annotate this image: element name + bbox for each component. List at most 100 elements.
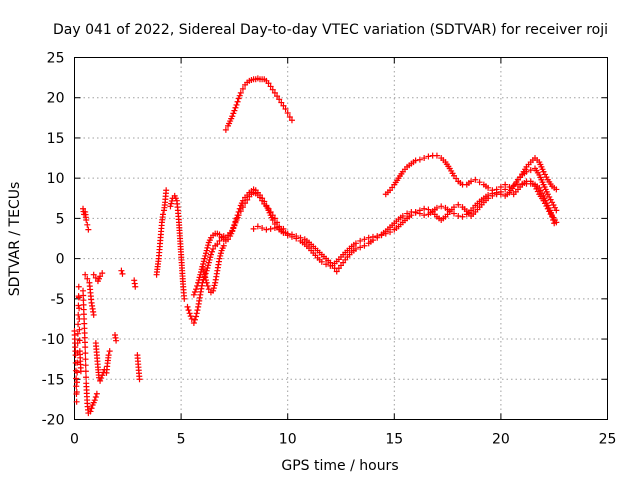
data-point [163,187,170,194]
y-tick-label: -5 [51,292,65,308]
data-point [195,277,202,284]
data-point [82,368,89,375]
data-point [91,397,98,404]
data-point [489,187,496,194]
data-point [210,287,217,294]
data-point [551,220,558,227]
data-point [195,279,202,286]
x-tick-label: 10 [279,432,297,448]
data-point [199,263,206,270]
data-point [202,274,209,281]
data-point [73,398,80,405]
data-point [202,252,209,259]
y-tick-label: 5 [56,211,65,227]
data-point [263,226,270,233]
data-point [276,225,283,232]
data-point [98,375,105,382]
data-point [357,237,364,244]
data-point [265,80,272,87]
data-point [553,207,560,214]
data-point [485,192,492,199]
y-tick-label: 20 [47,91,65,107]
data-point [82,271,89,278]
data-point [200,258,207,265]
data-points [71,75,560,417]
data-point [416,156,423,163]
data-point [421,212,428,219]
data-point [412,208,419,215]
data-point [361,236,368,243]
data-point [92,274,99,281]
data-point [210,245,217,252]
data-point [196,274,203,281]
data-point [416,210,423,217]
data-point [274,93,281,100]
data-point [97,273,104,280]
data-point [230,225,237,232]
data-point [244,196,251,203]
data-point [90,271,97,278]
data-point [99,372,106,379]
data-point [256,194,263,201]
data-point [229,228,236,235]
data-point [271,89,278,96]
data-point [425,153,432,160]
data-point [203,267,210,274]
data-point [118,267,125,274]
data-point [267,83,274,90]
data-point [236,92,243,99]
data-point [231,222,238,229]
data-point [132,283,139,290]
data-point [193,313,200,320]
data-point [333,268,340,275]
data-point [293,235,300,242]
data-point [250,225,257,232]
data-point [549,213,556,220]
data-point [190,291,197,298]
data-point [365,234,372,241]
data-point [200,260,207,267]
x-tick-label: 0 [70,432,79,448]
y-tick-label: -15 [42,372,65,388]
y-tick-label: -20 [42,413,65,429]
data-point [204,244,211,251]
data-point [106,348,113,355]
data-point [73,375,80,382]
data-point [276,96,283,103]
data-point [455,212,462,219]
data-point [239,204,246,211]
data-point [167,203,174,210]
y-tick-label: 25 [47,51,65,67]
data-point [286,114,293,121]
data-point [210,285,217,292]
data-point [185,307,192,314]
plot-frame [74,57,608,420]
data-point [75,283,82,290]
data-point [75,294,82,301]
data-point [74,369,81,376]
data-point [399,212,406,219]
data-point [225,236,232,243]
data-point [200,269,207,276]
data-point [288,117,295,124]
data-point [211,282,218,289]
data-point [200,266,207,273]
data-point [186,310,193,317]
data-point [82,350,89,357]
data-point [201,255,208,262]
data-point [205,262,212,269]
data-point [76,305,83,312]
data-point [274,219,281,226]
data-point [284,232,291,239]
y-axis-label: SDTVAR / TECUs [7,182,23,297]
data-point [421,155,428,162]
data-point [327,262,334,269]
data-point [202,277,209,284]
data-point [229,113,236,120]
data-point [497,184,504,191]
x-tick-label: 15 [385,432,403,448]
data-point [352,245,359,252]
data-point [193,286,200,293]
data-point [237,89,244,96]
data-point [188,315,195,322]
